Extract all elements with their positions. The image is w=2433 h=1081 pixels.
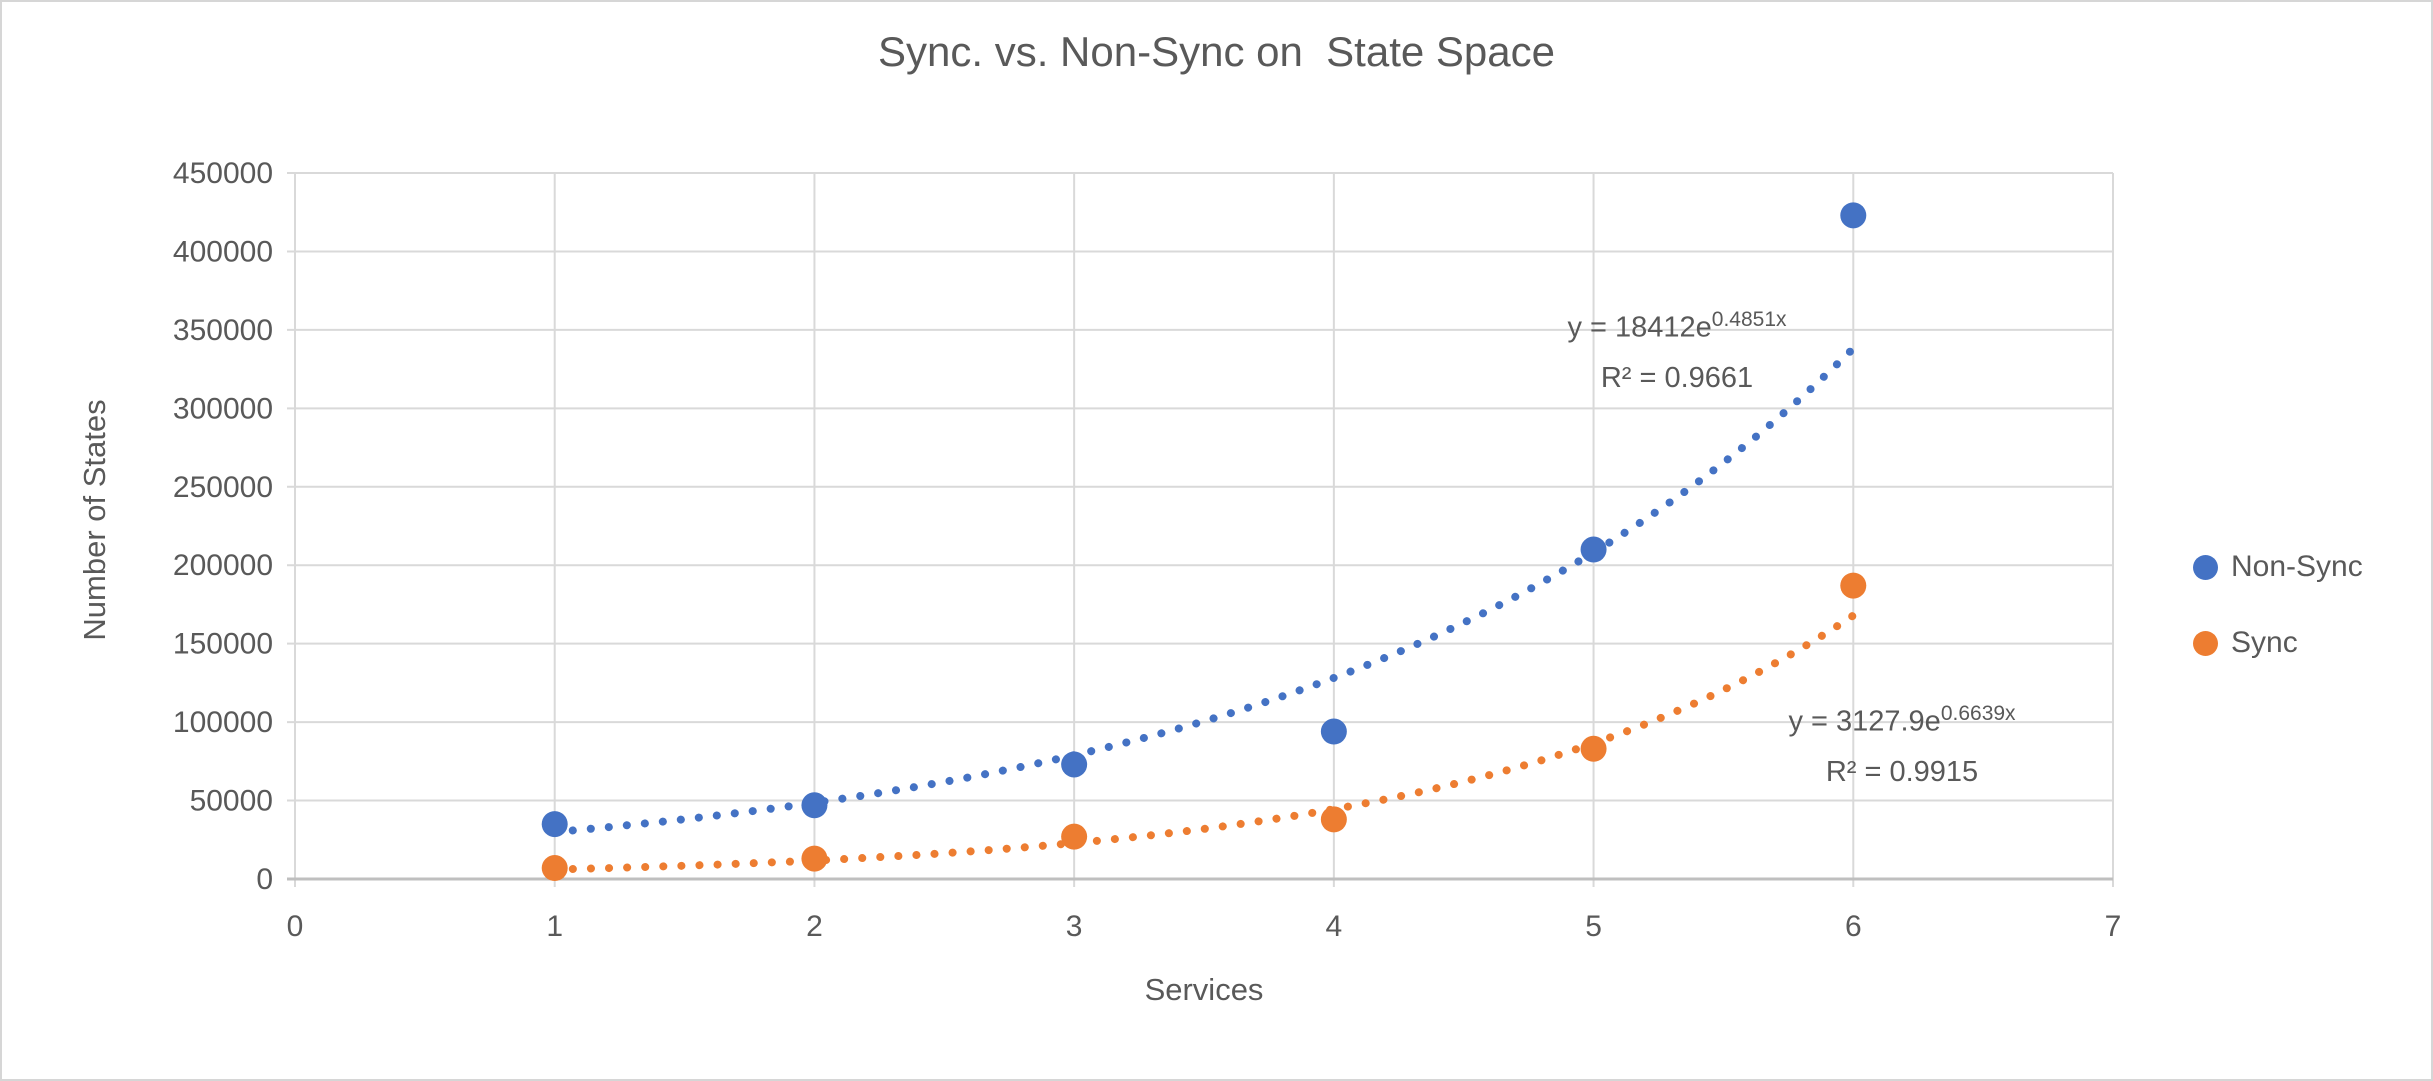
x-axis-title: Services [1144,972,1264,1007]
y-tick-label: 0 [256,863,273,896]
data-point-sync[interactable] [1840,572,1867,599]
y-tick-label: 100000 [173,706,273,739]
y-tick-label: 300000 [173,392,273,425]
data-point-non-sync[interactable] [801,792,828,819]
x-tick-label: 4 [1326,910,1343,943]
legend-marker-non-sync [2193,554,2218,580]
legend-label-sync: Sync [2231,626,2298,659]
y-tick-label: 150000 [173,628,273,661]
data-point-non-sync[interactable] [1840,202,1867,229]
x-tick-label: 5 [1585,910,1602,943]
y-tick-label: 200000 [173,549,273,582]
y-axis-title: Number of States [77,399,112,641]
x-tick-label: 1 [546,910,563,943]
data-point-sync[interactable] [541,855,568,882]
y-tick-label: 350000 [173,314,273,347]
chart-title: Sync. vs. Non-Sync on State Space [877,28,1555,75]
trendline-equation-non-sync: y = 18412e0.4851x R² = 0.9661 [1567,295,1786,403]
x-tick-label: 7 [2105,910,2122,943]
data-point-non-sync[interactable] [1580,536,1607,563]
x-tick-label: 3 [1066,910,1083,943]
data-point-sync[interactable] [1061,823,1088,850]
trendline-equation-sync: y = 3127.9e0.6639x R² = 0.9915 [1788,689,2015,797]
x-tick-label: 0 [287,910,304,943]
trendline-r-squared: R² = 0.9661 [1600,361,1754,394]
legend-marker-sync [2193,630,2218,656]
legend-item-sync[interactable]: Sync [2193,626,2298,660]
data-point-non-sync[interactable] [1320,718,1347,745]
legend-item-non-sync[interactable]: Non-Sync [2193,550,2363,584]
trendline-equation-line: y = 18412e0.4851x [1567,308,1787,344]
equation-exponent: 0.6639x [1940,702,2016,725]
y-tick-label: 250000 [173,471,273,504]
x-tick-label: 6 [1845,910,1862,943]
trendline-non-sync [550,344,1858,837]
trendline-equation-line: y = 3127.9e0.6639x [1788,702,2016,738]
data-point-sync[interactable] [801,845,828,872]
y-tick-label: 450000 [173,157,273,190]
data-point-non-sync[interactable] [1061,751,1088,778]
y-tick-label: 50000 [190,785,273,818]
data-point-sync[interactable] [1320,806,1347,833]
data-point-sync[interactable] [1580,735,1607,762]
equation-exponent: 0.4851x [1711,308,1787,331]
legend-label-non-sync: Non-Sync [2231,550,2363,583]
y-tick-label: 400000 [173,235,273,268]
x-tick-label: 2 [806,910,823,943]
trendline-r-squared: R² = 0.9915 [1825,755,1979,788]
trendline-sync [550,611,1858,874]
data-point-non-sync[interactable] [541,811,568,838]
